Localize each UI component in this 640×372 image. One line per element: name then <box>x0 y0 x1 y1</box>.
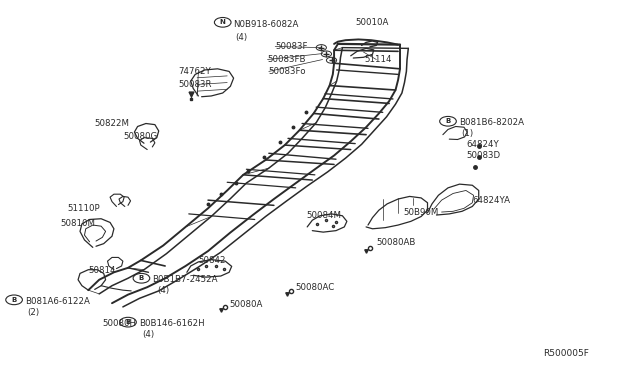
Text: N: N <box>220 19 226 25</box>
Text: 51110P: 51110P <box>67 204 100 213</box>
Text: B0B146-6162H: B0B146-6162H <box>140 319 205 328</box>
Text: 50B90M: 50B90M <box>403 208 438 217</box>
Text: N0B918-6082A: N0B918-6082A <box>234 20 299 29</box>
Text: 50083D: 50083D <box>466 151 500 160</box>
Text: B: B <box>12 297 17 303</box>
Text: 50842: 50842 <box>198 256 226 265</box>
Text: B: B <box>445 118 451 124</box>
Text: 50080A: 50080A <box>229 300 262 309</box>
Text: B081B6-8202A: B081B6-8202A <box>460 118 525 127</box>
Text: (4): (4) <box>236 33 248 42</box>
Text: 50083F: 50083F <box>275 42 308 51</box>
Text: 50010A: 50010A <box>355 18 388 27</box>
Text: (4): (4) <box>157 286 169 295</box>
Text: 64824YA: 64824YA <box>472 196 510 205</box>
Text: 50080H: 50080H <box>102 319 136 328</box>
Text: 51114: 51114 <box>365 55 392 64</box>
Text: 50083R: 50083R <box>178 80 211 89</box>
Text: 50814: 50814 <box>88 266 116 275</box>
Text: 74762Y: 74762Y <box>178 67 211 76</box>
Text: 50084M: 50084M <box>306 211 341 220</box>
Text: (2): (2) <box>27 308 39 317</box>
Text: 50083Fo: 50083Fo <box>269 67 307 76</box>
Text: R500005F: R500005F <box>543 349 589 358</box>
Text: 50080G: 50080G <box>124 132 158 141</box>
Text: 64824Y: 64824Y <box>466 140 499 149</box>
Text: 50080AB: 50080AB <box>376 238 416 247</box>
Text: 50080AC: 50080AC <box>296 283 335 292</box>
Text: B0B1B7-2452A: B0B1B7-2452A <box>152 275 218 284</box>
Text: 50083FB: 50083FB <box>268 55 306 64</box>
Text: B: B <box>139 275 144 281</box>
Text: B: B <box>125 319 131 325</box>
Text: 50810M: 50810M <box>61 219 96 228</box>
Text: B081A6-6122A: B081A6-6122A <box>26 297 90 306</box>
Text: (1): (1) <box>461 129 473 138</box>
Text: 50822M: 50822M <box>95 119 130 128</box>
Text: (4): (4) <box>142 330 154 339</box>
